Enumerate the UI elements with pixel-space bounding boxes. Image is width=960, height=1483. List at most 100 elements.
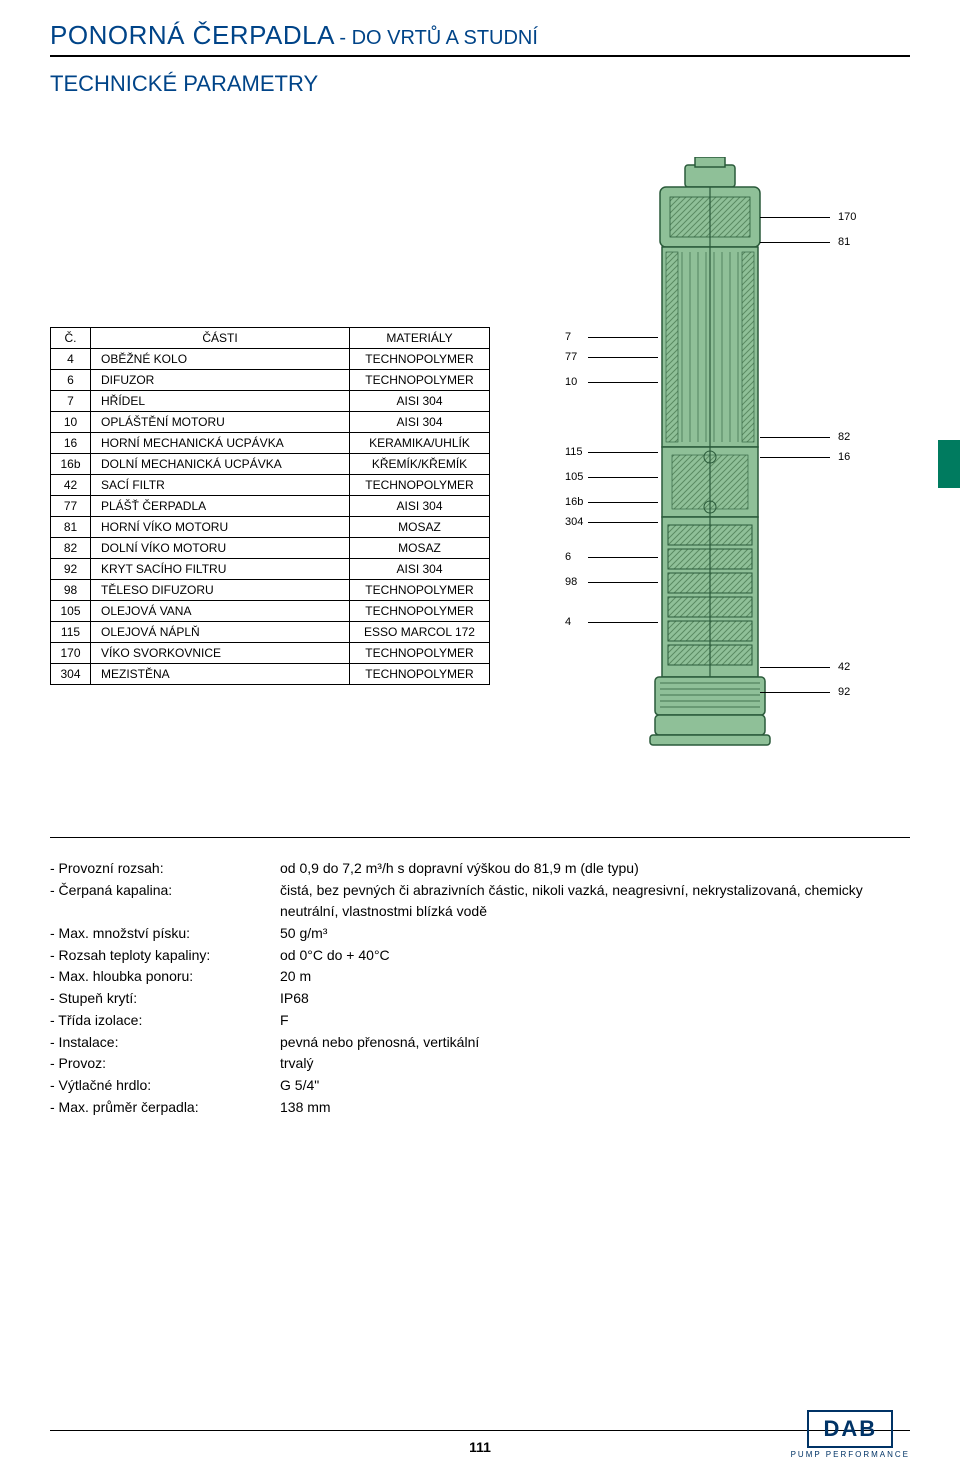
callout-line bbox=[760, 457, 830, 458]
col-material: MATERIÁLY bbox=[350, 328, 490, 349]
table-cell: 81 bbox=[51, 517, 91, 538]
table-cell: DOLNÍ MECHANICKÁ UCPÁVKA bbox=[91, 454, 350, 475]
callout-label: 6 bbox=[565, 551, 571, 563]
page-number: 111 bbox=[469, 1439, 491, 1455]
spec-value: od 0°C do + 40°C bbox=[280, 945, 910, 967]
table-row: 304MEZISTĚNATECHNOPOLYMER bbox=[51, 664, 490, 685]
table-cell: 92 bbox=[51, 559, 91, 580]
logo-subtitle: PUMP PERFORMANCE bbox=[791, 1450, 910, 1459]
callout-label: 92 bbox=[838, 686, 850, 698]
spec-value: IP68 bbox=[280, 988, 910, 1010]
callout-line bbox=[588, 522, 658, 523]
content-row: Č. ČÁSTI MATERIÁLY 4OBĚŽNÉ KOLOTECHNOPOL… bbox=[50, 157, 910, 797]
table-cell: KRYT SACÍHO FILTRU bbox=[91, 559, 350, 580]
col-part: ČÁSTI bbox=[91, 328, 350, 349]
table-cell: TECHNOPOLYMER bbox=[350, 664, 490, 685]
table-cell: 77 bbox=[51, 496, 91, 517]
table-cell: HORNÍ MECHANICKÁ UCPÁVKA bbox=[91, 433, 350, 454]
table-cell: TECHNOPOLYMER bbox=[350, 475, 490, 496]
table-cell: TĚLESO DIFUZORU bbox=[91, 580, 350, 601]
table-cell: TECHNOPOLYMER bbox=[350, 370, 490, 391]
spec-label: - Třída izolace: bbox=[50, 1010, 280, 1032]
side-tab bbox=[938, 440, 960, 488]
spec-row: - Instalace:pevná nebo přenosná, vertiká… bbox=[50, 1032, 910, 1054]
spec-value: G 5/4" bbox=[280, 1075, 910, 1097]
callout-label: 16b bbox=[565, 496, 583, 508]
table-cell: 6 bbox=[51, 370, 91, 391]
table-cell: 170 bbox=[51, 643, 91, 664]
table-cell: AISI 304 bbox=[350, 391, 490, 412]
callout-line bbox=[588, 582, 658, 583]
callout-label: 77 bbox=[565, 351, 577, 363]
table-cell: VÍKO SVORKOVNICE bbox=[91, 643, 350, 664]
spec-value: F bbox=[280, 1010, 910, 1032]
table-row: 7HŘÍDELAISI 304 bbox=[51, 391, 490, 412]
table-cell: DIFUZOR bbox=[91, 370, 350, 391]
callout-label: 7 bbox=[565, 331, 571, 343]
table-row: 105OLEJOVÁ VANATECHNOPOLYMER bbox=[51, 601, 490, 622]
callout-line bbox=[760, 692, 830, 693]
spec-value: 20 m bbox=[280, 966, 910, 988]
table-cell: 7 bbox=[51, 391, 91, 412]
table-cell: TECHNOPOLYMER bbox=[350, 349, 490, 370]
divider-mid bbox=[50, 837, 910, 838]
table-cell: OPLÁŠTĚNÍ MOTORU bbox=[91, 412, 350, 433]
callout-label: 115 bbox=[565, 446, 583, 458]
callout-label: 82 bbox=[838, 431, 850, 443]
spec-row: - Stupeň krytí:IP68 bbox=[50, 988, 910, 1010]
table-row: 170VÍKO SVORKOVNICETECHNOPOLYMER bbox=[51, 643, 490, 664]
footer: 111 DAB PUMP PERFORMANCE bbox=[50, 1430, 910, 1455]
title-sub: - DO VRTŮ A STUDNÍ bbox=[339, 27, 538, 49]
table-row: 16HORNÍ MECHANICKÁ UCPÁVKAKERAMIKA/UHLÍK bbox=[51, 433, 490, 454]
spec-row: - Výtlačné hrdlo:G 5/4" bbox=[50, 1075, 910, 1097]
table-cell: PLÁŠŤ ČERPADLA bbox=[91, 496, 350, 517]
callout-line bbox=[588, 357, 658, 358]
table-cell: OBĚŽNÉ KOLO bbox=[91, 349, 350, 370]
table-cell: OLEJOVÁ NÁPLŇ bbox=[91, 622, 350, 643]
spec-label: - Instalace: bbox=[50, 1032, 280, 1054]
table-cell: MOSAZ bbox=[350, 538, 490, 559]
table-row: 81HORNÍ VÍKO MOTORUMOSAZ bbox=[51, 517, 490, 538]
spec-row: - Třída izolace:F bbox=[50, 1010, 910, 1032]
table-cell: 115 bbox=[51, 622, 91, 643]
table-row: 98TĚLESO DIFUZORUTECHNOPOLYMER bbox=[51, 580, 490, 601]
spec-value: čistá, bez pevných či abrazivních částic… bbox=[280, 880, 910, 923]
table-row: 4OBĚŽNÉ KOLOTECHNOPOLYMER bbox=[51, 349, 490, 370]
spec-label: - Výtlačné hrdlo: bbox=[50, 1075, 280, 1097]
spec-label: - Max. průměr čerpadla: bbox=[50, 1097, 280, 1119]
table-row: 6DIFUZORTECHNOPOLYMER bbox=[51, 370, 490, 391]
table-cell: KŘEMÍK/KŘEMÍK bbox=[350, 454, 490, 475]
table-cell: MOSAZ bbox=[350, 517, 490, 538]
table-header-row: Č. ČÁSTI MATERIÁLY bbox=[51, 328, 490, 349]
table-cell: MEZISTĚNA bbox=[91, 664, 350, 685]
callout-label: 81 bbox=[838, 236, 850, 248]
callout-line bbox=[760, 437, 830, 438]
table-cell: 82 bbox=[51, 538, 91, 559]
table-cell: HORNÍ VÍKO MOTORU bbox=[91, 517, 350, 538]
spec-row: - Max. hloubka ponoru:20 m bbox=[50, 966, 910, 988]
spec-value: 138 mm bbox=[280, 1097, 910, 1119]
callout-line bbox=[588, 477, 658, 478]
spec-row: - Čerpaná kapalina:čistá, bez pevných či… bbox=[50, 880, 910, 923]
table-row: 82DOLNÍ VÍKO MOTORUMOSAZ bbox=[51, 538, 490, 559]
callout-line bbox=[760, 667, 830, 668]
callout-line bbox=[588, 452, 658, 453]
callout-label: 10 bbox=[565, 376, 577, 388]
table-cell: ESSO MARCOL 172 bbox=[350, 622, 490, 643]
spec-row: - Provoz:trvalý bbox=[50, 1053, 910, 1075]
logo: DAB PUMP PERFORMANCE bbox=[791, 1410, 910, 1459]
spec-label: - Rozsah teploty kapaliny: bbox=[50, 945, 280, 967]
spec-value: pevná nebo přenosná, vertikální bbox=[280, 1032, 910, 1054]
table-row: 16bDOLNÍ MECHANICKÁ UCPÁVKAKŘEMÍK/KŘEMÍK bbox=[51, 454, 490, 475]
table-row: 115OLEJOVÁ NÁPLŇESSO MARCOL 172 bbox=[51, 622, 490, 643]
table-row: 92KRYT SACÍHO FILTRUAISI 304 bbox=[51, 559, 490, 580]
table-row: 77PLÁŠŤ ČERPADLAAISI 304 bbox=[51, 496, 490, 517]
page-title: PONORNÁ ČERPADLA - DO VRTŮ A STUDNÍ bbox=[50, 20, 910, 51]
spec-label: - Stupeň krytí: bbox=[50, 988, 280, 1010]
table-cell: 98 bbox=[51, 580, 91, 601]
subtitle: TECHNICKÉ PARAMETRY bbox=[50, 71, 910, 97]
table-row: 10OPLÁŠTĚNÍ MOTORUAISI 304 bbox=[51, 412, 490, 433]
callout-line bbox=[588, 337, 658, 338]
table-cell: DOLNÍ VÍKO MOTORU bbox=[91, 538, 350, 559]
table-cell: 4 bbox=[51, 349, 91, 370]
